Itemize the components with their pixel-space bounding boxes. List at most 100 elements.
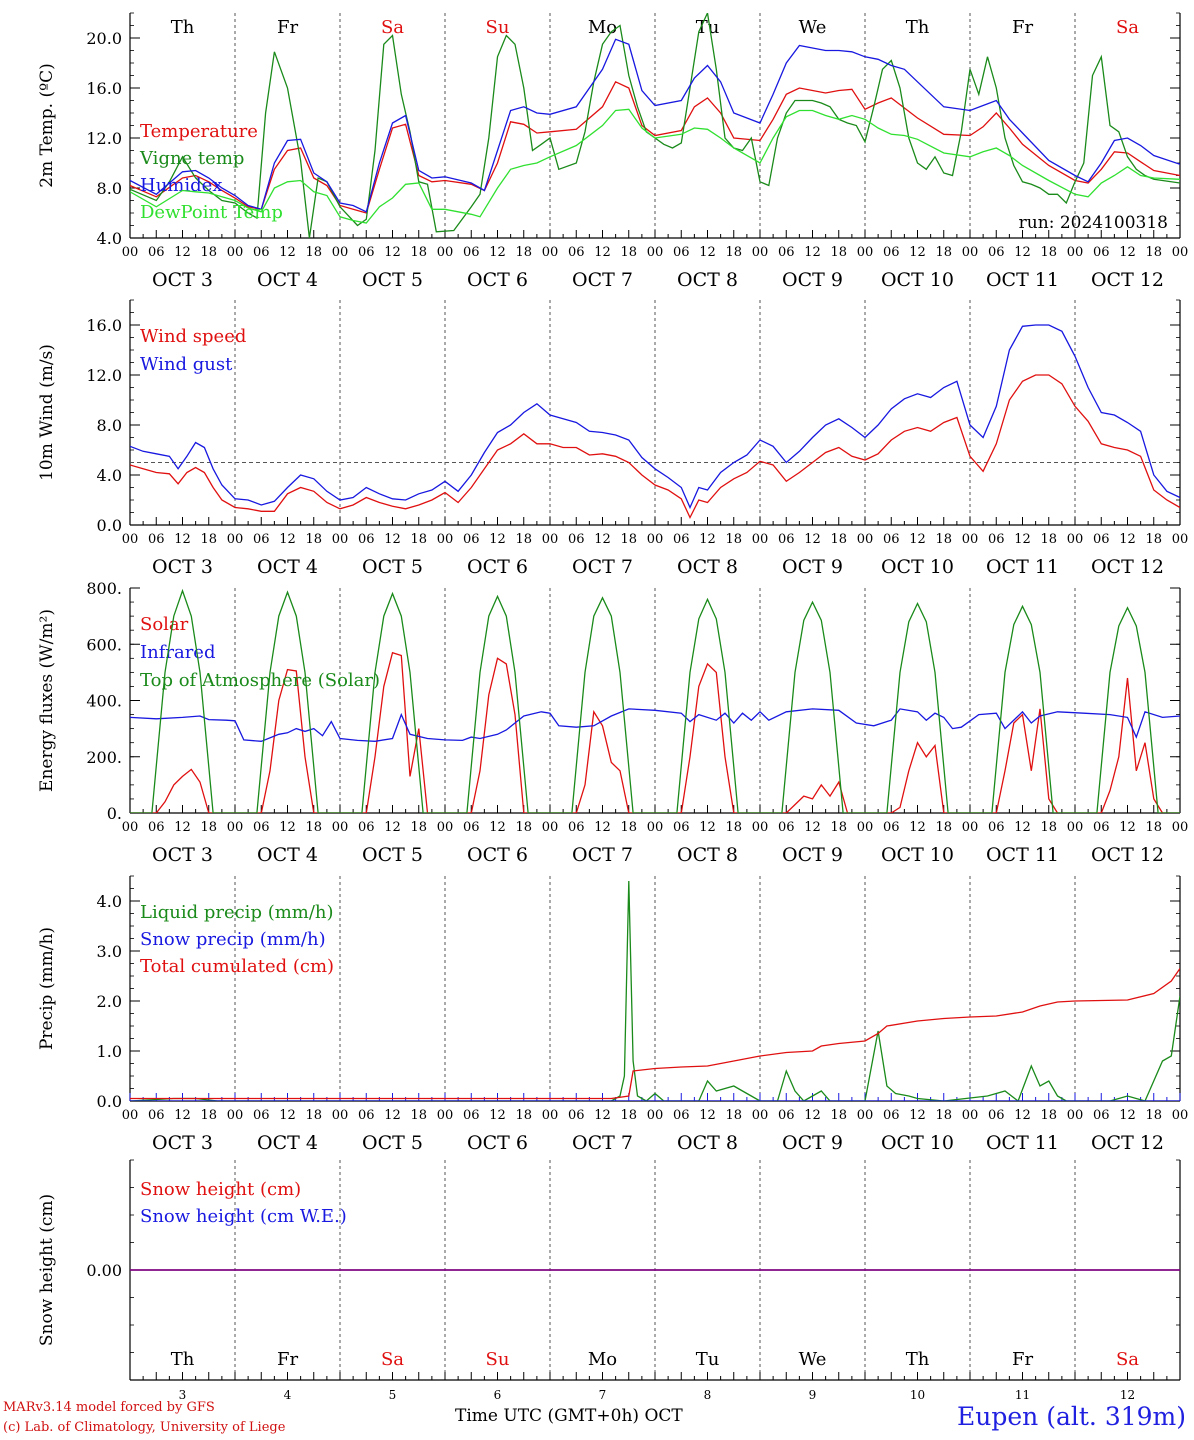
x-hour-label: 18 [935, 532, 952, 547]
x-hour-label: 18 [830, 245, 847, 260]
x-date-label: OCT 5 [362, 269, 423, 291]
x-hour-label: 18 [725, 245, 742, 260]
x-hour-label: 06 [463, 245, 480, 260]
y-tick-label: 600. [86, 635, 122, 654]
x-date-label: OCT 4 [257, 269, 318, 291]
x-date-label: 9 [809, 1388, 817, 1402]
x-hour-label: 18 [1145, 820, 1162, 835]
weekday-label: Sa [1116, 17, 1139, 38]
x-hour-label: 00 [437, 245, 454, 260]
x-date-label: OCT 6 [467, 556, 528, 578]
x-hour-label: 00 [227, 532, 244, 547]
x-date-label: OCT 3 [152, 844, 213, 866]
x-hour-label: 06 [988, 820, 1005, 835]
legend-entry: Wind speed [140, 326, 246, 347]
x-date-label: OCT 11 [986, 556, 1059, 578]
x-hour-label: 00 [1067, 245, 1084, 260]
x-date-label: OCT 8 [677, 1132, 738, 1154]
x-hour-label: 06 [673, 1108, 690, 1123]
x-hour-label: 12 [909, 1108, 926, 1123]
y-axis-title: 2m Temp. (ºC) [37, 63, 57, 188]
x-hour-label: 00 [437, 820, 454, 835]
y-tick-label: 16.0 [86, 316, 122, 335]
x-hour-label: 00 [962, 820, 979, 835]
x-hour-label: 18 [830, 820, 847, 835]
x-hour-label: 06 [253, 532, 270, 547]
x-date-label: OCT 10 [881, 556, 954, 578]
series-humidex-line [130, 38, 1180, 213]
legend-entry: DewPoint Temp [140, 202, 283, 223]
x-hour-label: 12 [1014, 532, 1031, 547]
x-date-label: OCT 5 [362, 556, 423, 578]
x-hour-label: 12 [489, 820, 506, 835]
x-date-label: OCT 10 [881, 1132, 954, 1154]
x-date-label: 11 [1015, 1388, 1030, 1402]
panel-2: 0.0 4.0 8.0 12.0 16.0 10m Wind (m/s) 00 06 12 18 O… [37, 299, 1188, 578]
weekday-label: Mo [588, 17, 617, 38]
x-hour-label: 00 [1172, 820, 1189, 835]
weekday-label: Th [906, 17, 930, 38]
weekday-label: Su [486, 1349, 510, 1370]
x-hour-label: 18 [935, 820, 952, 835]
time-axis-title: Time UTC (GMT+0h) [455, 1406, 640, 1426]
time-axis-label: Time UTC (GMT+0h) OCT [455, 1406, 683, 1426]
x-date-label: 7 [599, 1388, 607, 1402]
weekday-label: Th [171, 17, 195, 38]
y-tick-label: 400. [86, 692, 122, 711]
x-hour-label: 06 [778, 532, 795, 547]
x-hour-label: 18 [725, 532, 742, 547]
x-hour-label: 18 [725, 820, 742, 835]
x-hour-label: 06 [988, 245, 1005, 260]
x-hour-label: 06 [148, 1108, 165, 1123]
x-hour-label: 12 [1119, 532, 1136, 547]
legend-entry: Humidex [140, 175, 222, 196]
x-hour-label: 18 [830, 532, 847, 547]
x-hour-label: 18 [200, 820, 217, 835]
x-date-label: OCT 12 [1091, 556, 1164, 578]
x-date-label: 3 [179, 1388, 187, 1402]
x-date-label: OCT 3 [152, 556, 213, 578]
x-hour-label: 18 [200, 245, 217, 260]
x-hour-label: 06 [148, 532, 165, 547]
x-hour-label: 00 [437, 1108, 454, 1123]
x-hour-label: 12 [594, 820, 611, 835]
x-hour-label: 06 [883, 1108, 900, 1123]
x-date-label: 6 [494, 1388, 502, 1402]
x-hour-label: 18 [410, 1108, 427, 1123]
weekday-label: Th [906, 1349, 930, 1370]
y-tick-label: 8.0 [97, 179, 122, 198]
x-date-label: 5 [389, 1388, 397, 1402]
x-hour-label: 12 [174, 532, 191, 547]
legend-entry: Wind gust [140, 354, 233, 375]
x-hour-label: 18 [515, 245, 532, 260]
weekday-label: Tu [696, 1349, 720, 1370]
run-annotation: run: 2024100318 [1019, 213, 1168, 233]
x-hour-label: 12 [909, 820, 926, 835]
x-hour-label: 12 [699, 820, 716, 835]
weekday-label: Sa [381, 1349, 404, 1370]
x-hour-label: 12 [804, 820, 821, 835]
legend-entry: Total cumulated (cm) [140, 956, 334, 977]
x-date-label: OCT 6 [467, 269, 528, 291]
x-hour-label: 00 [752, 820, 769, 835]
x-date-label: OCT 9 [782, 1132, 843, 1154]
y-tick-label: 0.0 [97, 516, 122, 535]
x-hour-label: 06 [568, 820, 585, 835]
series-total-cumulated-cm-line [130, 968, 1180, 1100]
y-tick-label: 12.0 [86, 366, 122, 385]
y-tick-label: 0.0 [97, 1092, 122, 1111]
x-hour-label: 12 [1119, 820, 1136, 835]
x-date-label: OCT 5 [362, 1132, 423, 1154]
weekday-label: Fr [1012, 17, 1033, 38]
x-hour-label: 12 [804, 245, 821, 260]
weekday-label: Mo [588, 1349, 617, 1370]
y-axis-title: Energy fluxes (W/m²) [37, 609, 57, 792]
x-hour-label: 00 [647, 532, 664, 547]
series-solar-line [130, 651, 1180, 813]
x-date-label: OCT 12 [1091, 269, 1164, 291]
weekday-label: Tu [696, 17, 720, 38]
x-hour-label: 00 [122, 532, 139, 547]
x-hour-label: 12 [1119, 1108, 1136, 1123]
x-hour-label: 18 [200, 532, 217, 547]
